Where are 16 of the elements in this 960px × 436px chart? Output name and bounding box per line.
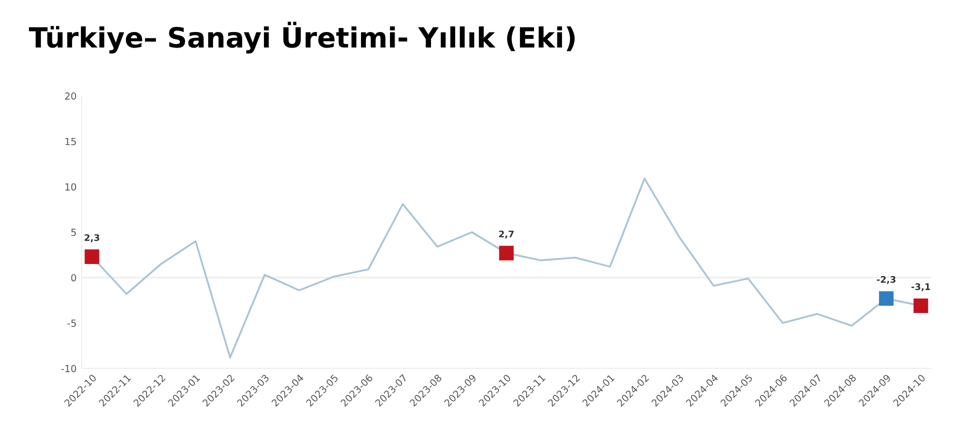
data-label: 2,7 bbox=[499, 230, 514, 239]
point bbox=[914, 298, 928, 314]
y-tick-label: 5 bbox=[71, 228, 76, 236]
y-tick-label: -5 bbox=[68, 320, 76, 327]
point bbox=[84, 249, 100, 264]
y-tick-label: 15 bbox=[65, 138, 76, 146]
data-label: -2,3 bbox=[876, 276, 896, 284]
data-label: 2,3 bbox=[84, 234, 100, 242]
y-tick-label: -10 bbox=[61, 364, 76, 372]
y-tick-label: 20 bbox=[65, 92, 76, 100]
chart-title: Türkiye– Sanayi Üretimi- Yıllık (Eki) bbox=[28, 22, 575, 54]
point bbox=[879, 291, 894, 306]
y-tick-label: 10 bbox=[65, 183, 76, 191]
point bbox=[499, 246, 514, 260]
data-label: -3,1 bbox=[911, 283, 930, 292]
y-tick-label: 0 bbox=[71, 274, 76, 282]
